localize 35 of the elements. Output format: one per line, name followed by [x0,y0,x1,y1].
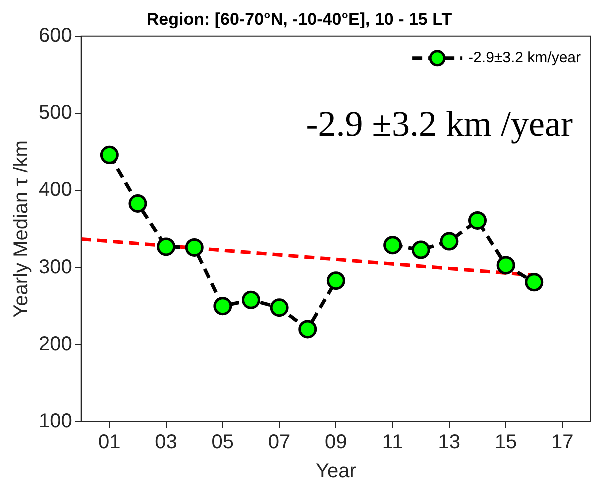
x-tick-label: 13 [438,432,461,454]
point [100,146,119,164]
point [298,320,318,339]
point [214,297,232,316]
point [496,256,516,275]
point [185,238,204,257]
x-axis-title: Year [316,460,357,483]
point [270,298,289,318]
point [242,290,260,310]
point [326,272,346,290]
y-tick-label: 400 [38,179,72,202]
y-tick-label: 200 [38,333,72,356]
x-tick-label: 17 [552,432,574,454]
point [412,240,430,260]
point [525,273,544,292]
point [384,236,402,255]
y-tick-label: 500 [38,102,72,124]
y-tick-label: 100 [38,410,72,433]
x-tick-label: 05 [212,432,234,454]
y-axis-title: Yearly Median τ /km [10,140,33,318]
x-tick-label: 07 [268,432,291,454]
x-tick-label: 03 [155,432,178,454]
annotation: -2.9 ±3.2 km /year [306,104,574,144]
point [128,194,148,213]
x-tick-label: 09 [325,432,348,454]
y-tick-label: 600 [38,24,72,47]
point [157,238,176,256]
y-tick-label: 300 [38,256,72,278]
x-tick-label: 11 [382,432,404,454]
chart-title: Region: [60-70°N, -10-40°E], 10 - 15 LT [146,10,453,29]
x-tick-label: 01 [98,432,121,454]
point [440,232,459,251]
legend-label: -2.9±3.2 km/year [468,50,582,67]
x-tick-label: 15 [494,432,518,454]
point [468,211,487,230]
